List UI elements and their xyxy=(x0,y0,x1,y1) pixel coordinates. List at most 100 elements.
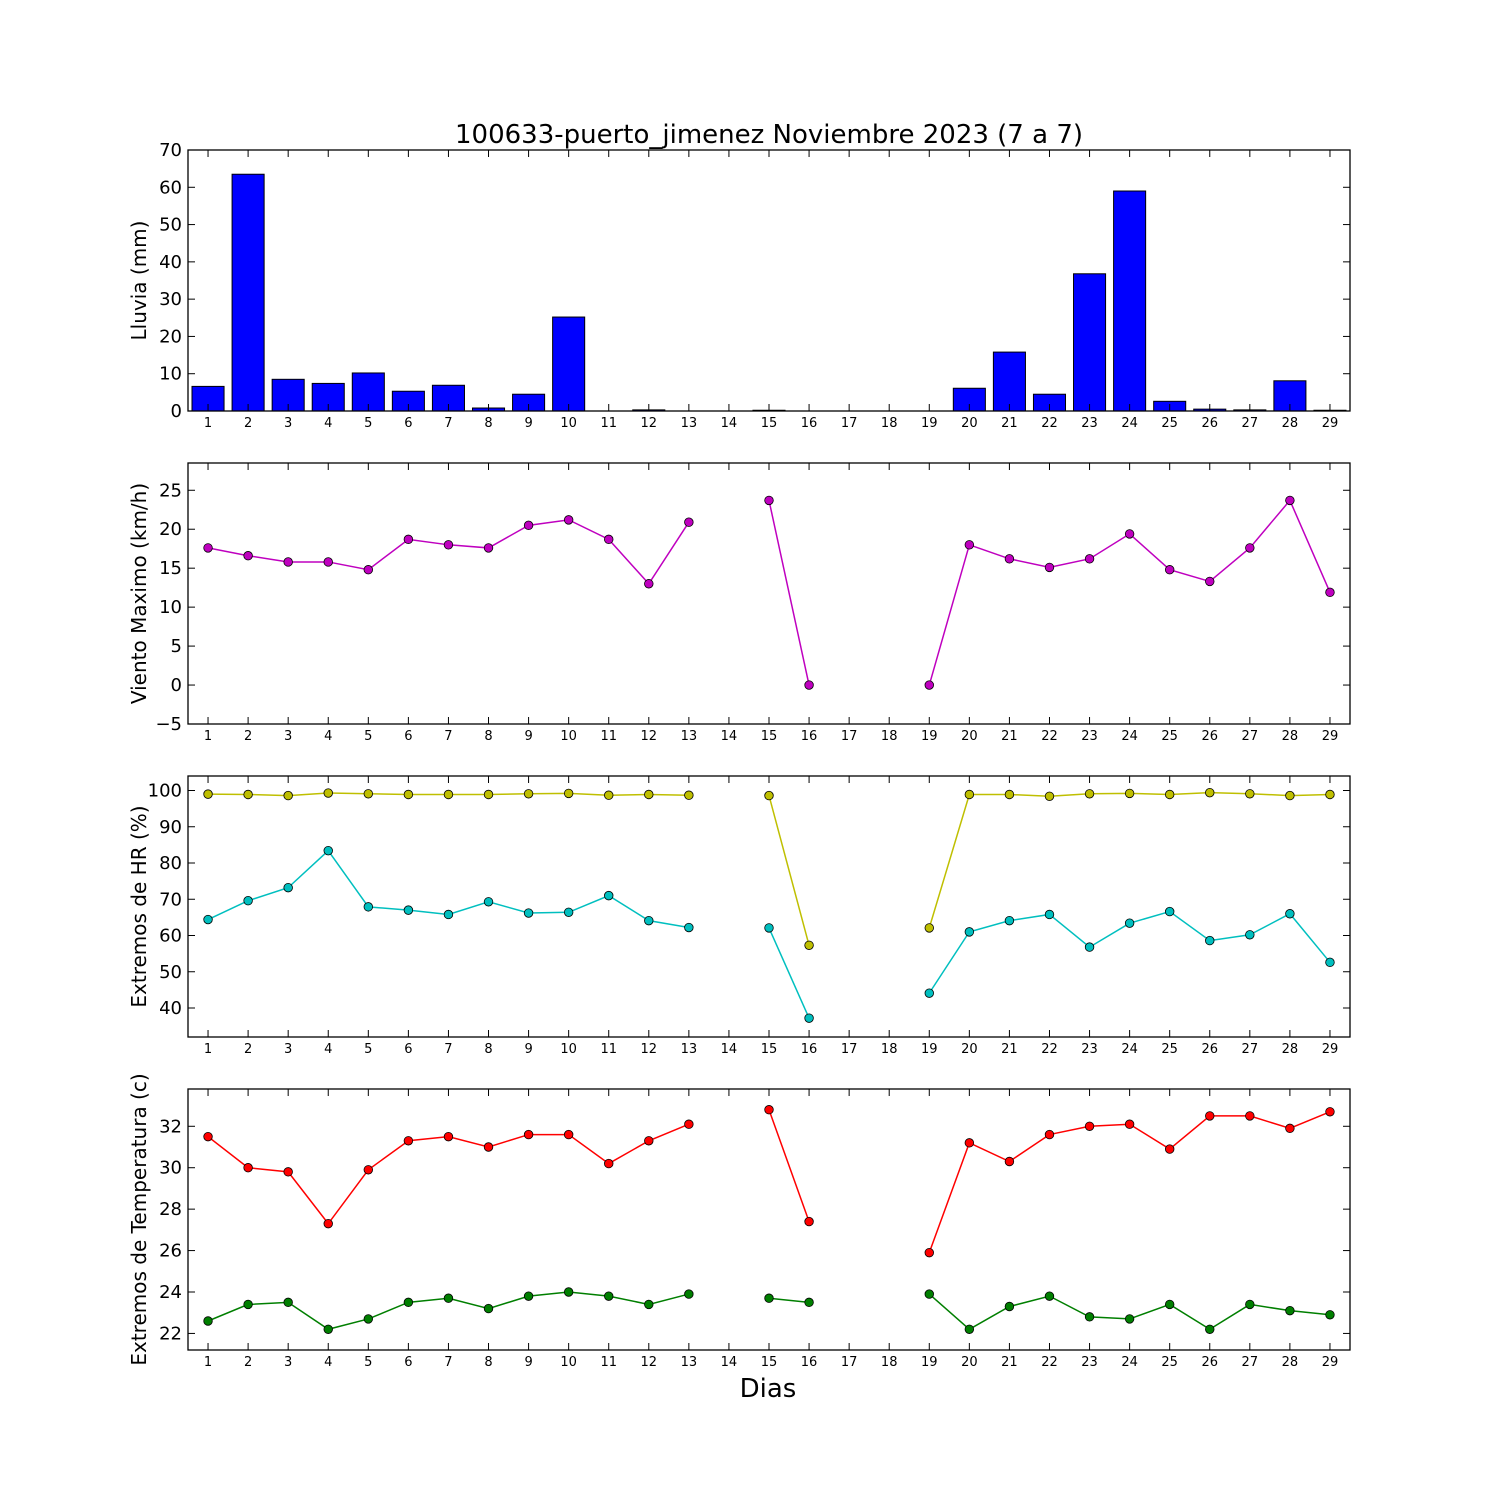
x-tick-label: 25 xyxy=(1161,1042,1178,1057)
series-1-point-day-3 xyxy=(283,1297,293,1308)
x-tick-label: 2 xyxy=(244,416,252,431)
series-1-point-day-26 xyxy=(1205,1324,1215,1334)
x-tick-label: 20 xyxy=(961,1042,978,1057)
series-0-point-day-8 xyxy=(483,789,494,800)
series-1-line-1 xyxy=(768,1297,810,1304)
x-tick-label: 14 xyxy=(721,416,738,431)
series-0-point-day-25 xyxy=(1164,1144,1175,1154)
series-0-point-day-7 xyxy=(443,540,454,550)
x-tick-label: 25 xyxy=(1161,1355,1178,1370)
x-tick-label: 27 xyxy=(1242,1355,1259,1370)
series-0-point-day-3 xyxy=(283,1167,293,1177)
y-tick-label: 80 xyxy=(159,853,182,874)
series-0-line-0 xyxy=(207,519,690,585)
series-0-point-day-26 xyxy=(1205,576,1215,587)
series-0-point-day-22 xyxy=(1044,1129,1055,1140)
series-0-point-day-4 xyxy=(323,1218,333,1229)
series-0-line-1 xyxy=(768,795,810,946)
series-0-point-day-6 xyxy=(403,789,414,800)
series-1-point-day-29 xyxy=(1325,957,1335,968)
x-tick-label: 20 xyxy=(961,1355,978,1370)
series-0-point-day-20 xyxy=(964,1138,975,1148)
x-tick-label: 5 xyxy=(364,729,372,744)
series-0-point-day-12 xyxy=(644,579,654,589)
x-tick-label: 28 xyxy=(1282,416,1299,431)
x-tick-label: 8 xyxy=(484,1042,492,1057)
y-tick-label: 70 xyxy=(159,140,182,161)
series-1-point-day-12 xyxy=(644,1299,654,1310)
series-1-point-day-23 xyxy=(1084,942,1095,952)
series-1-point-day-9 xyxy=(523,908,534,918)
series-1-point-day-28 xyxy=(1285,1305,1295,1316)
x-tick-label: 4 xyxy=(324,1355,332,1370)
series-0-point-day-26 xyxy=(1205,787,1215,798)
x-tick-label: 6 xyxy=(404,729,412,744)
series-0-point-day-13 xyxy=(684,517,694,527)
series-1-point-day-11 xyxy=(604,890,614,901)
y-tick-label: 20 xyxy=(159,519,182,540)
x-tick-label: 21 xyxy=(1001,416,1018,431)
x-tick-label: 10 xyxy=(560,729,577,744)
x-tick-label: 29 xyxy=(1322,1355,1339,1370)
x-tick-label: 4 xyxy=(324,729,332,744)
series-0-point-day-27 xyxy=(1245,789,1255,799)
x-tick-label: 29 xyxy=(1322,416,1339,431)
series-0-point-day-23 xyxy=(1084,789,1095,799)
x-tick-label: 6 xyxy=(404,1042,412,1057)
series-0-point-day-27 xyxy=(1245,1111,1255,1121)
x-tick-label: 26 xyxy=(1201,729,1218,744)
x-tick-label: 7 xyxy=(444,1355,452,1370)
series-0-point-day-2 xyxy=(243,1163,253,1173)
series-0-point-day-20 xyxy=(964,540,975,550)
x-tick-label: 15 xyxy=(761,1355,778,1370)
series-0-point-day-4 xyxy=(323,557,333,567)
x-tick-label: 3 xyxy=(284,729,292,744)
series-1-point-day-4 xyxy=(323,845,333,856)
series-0-point-day-29 xyxy=(1325,587,1335,598)
series-0-point-day-28 xyxy=(1285,1123,1295,1134)
y-axis-label: Lluvia (mm) xyxy=(127,221,151,341)
x-tick-label: 8 xyxy=(484,729,492,744)
x-tick-label: 15 xyxy=(761,729,778,744)
series-0-point-day-2 xyxy=(243,789,253,800)
x-tick-label: 8 xyxy=(484,1355,492,1370)
x-tick-label: 23 xyxy=(1081,1355,1098,1370)
x-tick-label: 1 xyxy=(204,729,212,744)
x-tick-label: 22 xyxy=(1041,416,1058,431)
series-0-point-day-7 xyxy=(443,1131,454,1142)
y-tick-label: 0 xyxy=(171,675,182,696)
x-tick-label: 16 xyxy=(801,1355,818,1370)
x-tick-label: 19 xyxy=(921,729,938,744)
x-tick-label: 11 xyxy=(600,1355,617,1370)
x-tick-label: 28 xyxy=(1282,729,1299,744)
y-tick-label: 100 xyxy=(148,781,182,802)
series-0-point-day-15 xyxy=(764,1105,774,1115)
series-0-point-day-4 xyxy=(323,788,333,798)
series-0-point-day-5 xyxy=(363,789,374,799)
x-tick-label: 1 xyxy=(204,1355,212,1370)
x-tick-label: 18 xyxy=(881,416,898,431)
series-0-line-2 xyxy=(928,1111,1331,1253)
x-tick-label: 6 xyxy=(404,1355,412,1370)
x-tick-label: 29 xyxy=(1322,1042,1339,1057)
x-tick-label: 10 xyxy=(560,416,577,431)
series-0-point-day-9 xyxy=(523,789,534,799)
series-1-point-day-20 xyxy=(964,1324,975,1334)
series-0-point-day-21 xyxy=(1004,1156,1015,1167)
x-tick-label: 14 xyxy=(721,1355,738,1370)
x-tick-label: 8 xyxy=(484,416,492,431)
y-tick-label: 60 xyxy=(159,177,182,198)
series-1-point-day-15 xyxy=(764,1293,774,1303)
x-tick-label: 25 xyxy=(1161,416,1178,431)
series-0-point-day-1 xyxy=(203,543,213,553)
x-tick-label: 18 xyxy=(881,729,898,744)
series-0-point-day-21 xyxy=(1004,789,1015,800)
bar-day-10 xyxy=(552,316,586,412)
x-tick-label: 19 xyxy=(921,416,938,431)
series-1-point-day-6 xyxy=(403,1297,414,1308)
series-1-point-day-19 xyxy=(924,988,934,998)
x-tick-label: 7 xyxy=(444,416,452,431)
y-tick-label: 60 xyxy=(159,926,182,947)
y-tick-label: 32 xyxy=(159,1116,182,1137)
